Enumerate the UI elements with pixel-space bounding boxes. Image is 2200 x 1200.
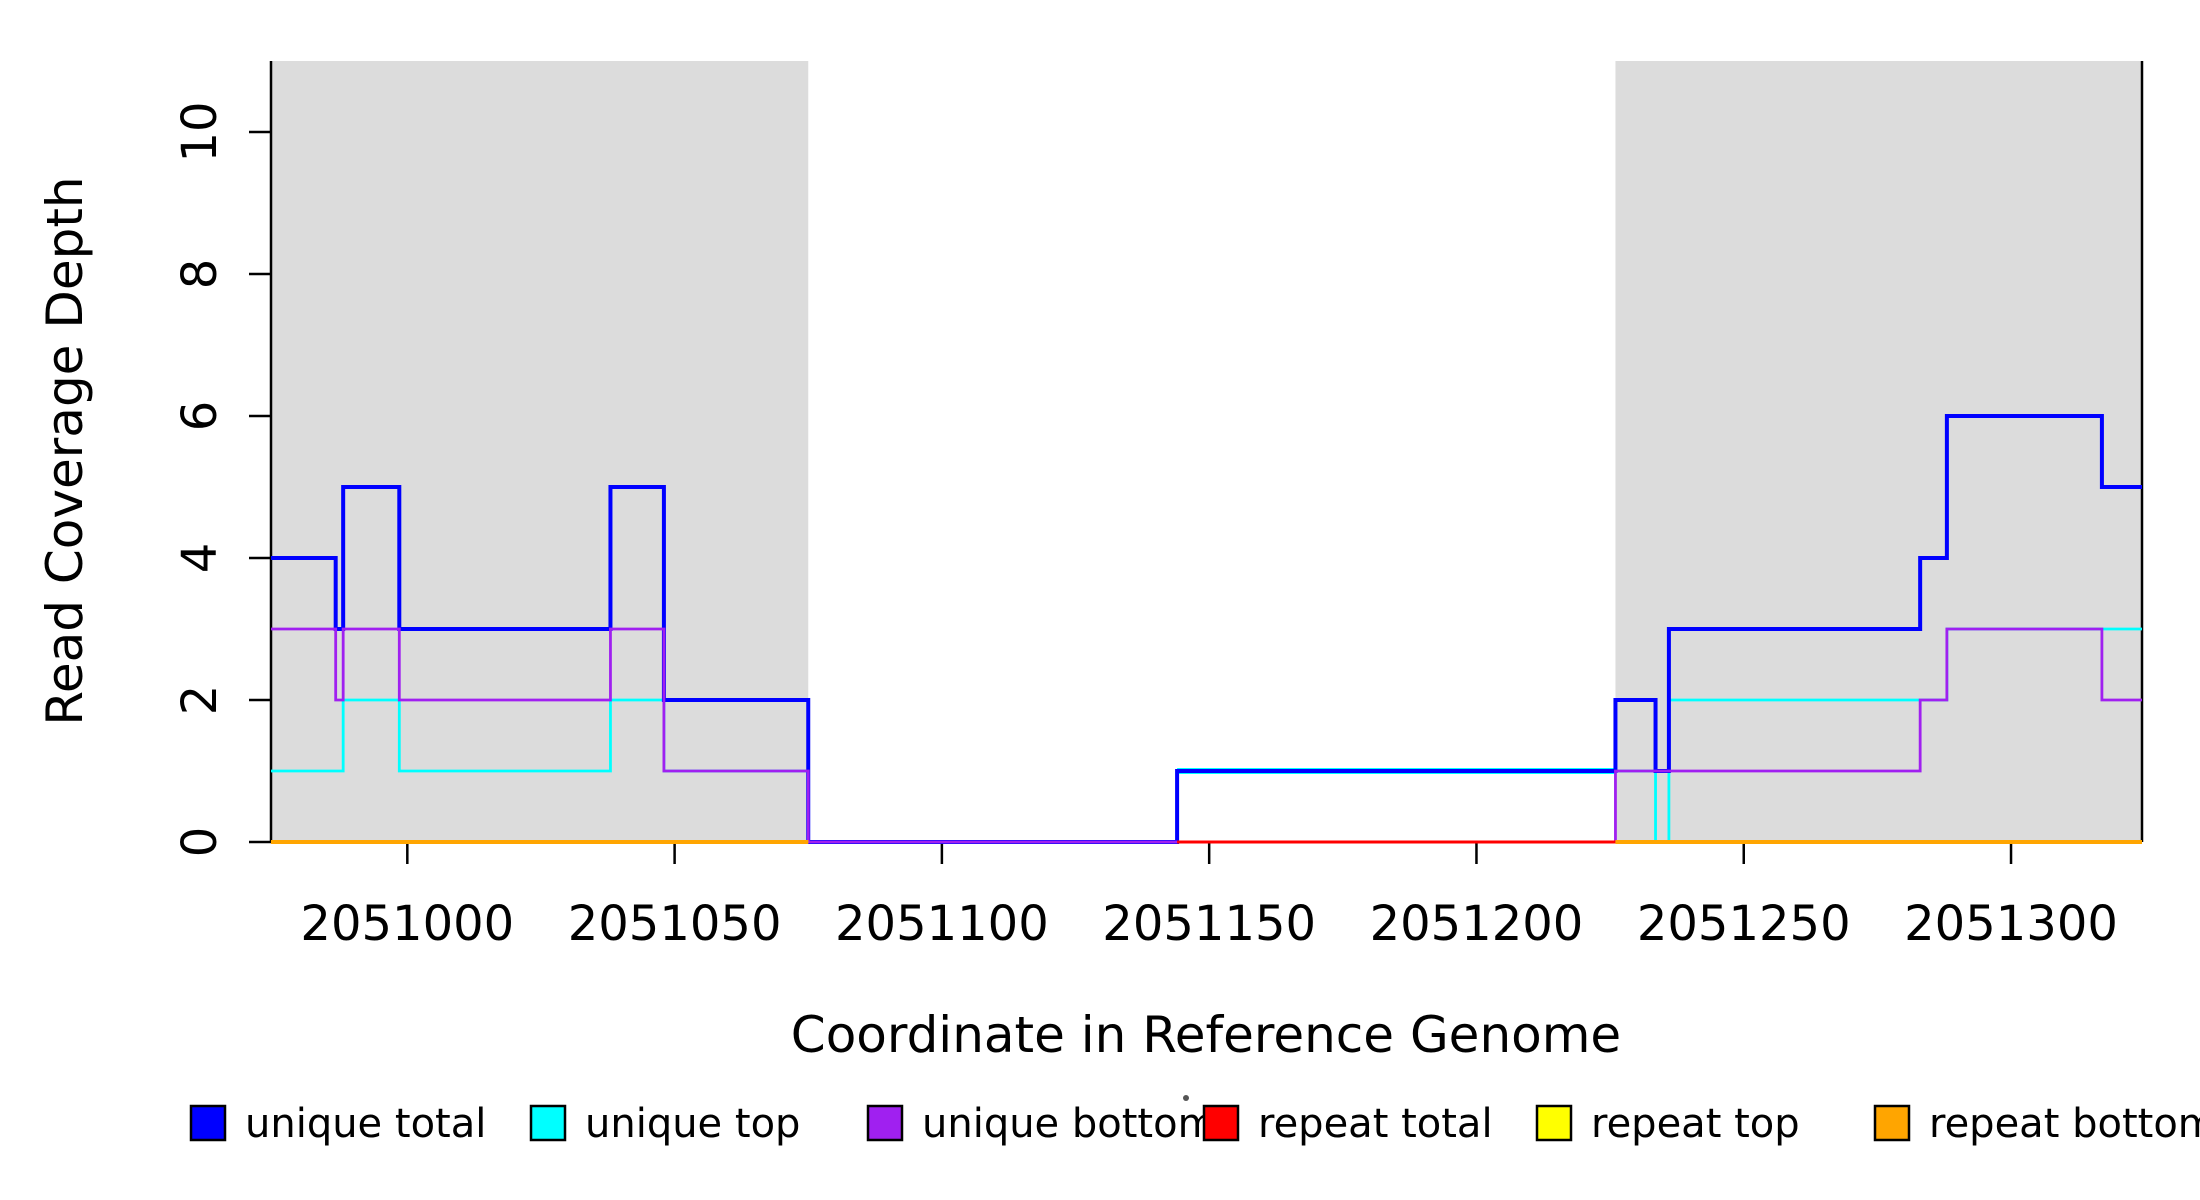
legend-label-repeat-top: repeat top [1591,1101,1800,1147]
series-lines [271,414,2142,844]
legend-item-unique-total: unique total [189,1101,486,1147]
legend-swatch-repeat-total [1202,1104,1240,1142]
y-tick-label: 8 [172,259,228,290]
x-tick-label: 2051050 [568,896,782,952]
legend: unique total unique top unique bottom re… [189,1095,2200,1147]
y-axis-title: Read Coverage Depth [36,176,94,725]
legend-item-repeat-top: repeat top [1535,1101,1800,1147]
y-tick-label: 6 [172,401,228,432]
series-line-unique-total [271,414,2142,844]
repeat-region-shading [271,61,2142,842]
y-tick-label: 0 [172,827,228,858]
x-tick-label: 2051000 [300,896,514,952]
y-tick-label: 4 [172,543,228,574]
legend-label-unique-top: unique top [585,1101,800,1147]
series-line-unique-bottom [271,627,2142,844]
repeat-region-left [271,61,809,842]
x-tick-label: 2051150 [1102,896,1316,952]
legend-label-repeat-total: repeat total [1258,1101,1493,1147]
legend-item-repeat-total: repeat total [1202,1101,1493,1147]
repeat-region-right [1615,61,2142,842]
legend-swatch-unique-total [189,1104,227,1142]
y-tick-label: 10 [172,101,228,162]
legend-item-unique-bottom: unique bottom [866,1101,1217,1147]
x-axis-title: Coordinate in Reference Genome [791,1006,1621,1064]
x-tick-label: 2051300 [1904,896,2118,952]
legend-swatch-repeat-bottom [1873,1104,1911,1142]
legend-swatch-repeat-top [1535,1104,1573,1142]
legend-swatch-unique-top [529,1104,567,1142]
x-tick-label: 2051200 [1370,896,1584,952]
y-tick-label: 2 [172,685,228,716]
stray-dot [1183,1095,1189,1101]
x-tick-label: 2051250 [1637,896,1851,952]
y-axis-ticks: 0 2 4 6 8 10 [172,101,271,857]
x-tick-label: 2051100 [835,896,1049,952]
legend-swatch-unique-bottom [866,1104,904,1142]
legend-label-unique-bottom: unique bottom [922,1101,1217,1147]
legend-item-repeat-bottom: repeat bottom [1873,1101,2200,1147]
x-axis-ticks: 2051000 2051050 2051100 2051150 2051200 20512… [300,842,2118,952]
legend-item-unique-top: unique top [529,1101,800,1147]
legend-label-repeat-bottom: repeat bottom [1929,1101,2200,1147]
legend-label-unique-total: unique total [245,1101,486,1147]
